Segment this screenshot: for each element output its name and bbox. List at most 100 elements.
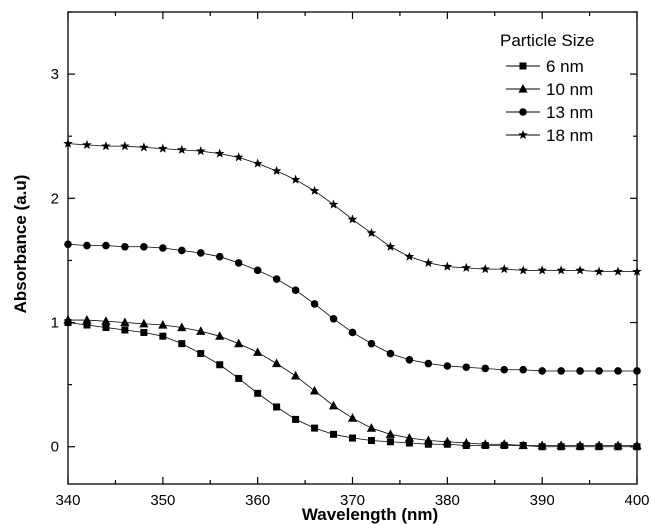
data-point <box>519 365 527 374</box>
data-point <box>329 315 338 323</box>
data-point <box>499 264 509 274</box>
data-point <box>367 437 375 445</box>
series-line <box>67 243 637 372</box>
data-point <box>424 440 432 448</box>
series-13-nm <box>64 240 641 375</box>
data-point <box>328 400 339 410</box>
data-point <box>443 362 452 370</box>
data-point <box>214 148 225 158</box>
data-point <box>480 264 491 274</box>
series-6-nm <box>64 319 641 451</box>
data-point <box>349 434 356 442</box>
data-point <box>139 142 149 152</box>
data-point <box>461 438 471 447</box>
series-18-nm <box>63 138 642 276</box>
data-point <box>82 315 92 324</box>
data-point <box>235 374 243 382</box>
data-point <box>366 423 377 432</box>
data-point <box>613 440 623 450</box>
data-point <box>102 323 110 331</box>
data-point <box>159 332 167 340</box>
data-point <box>197 350 205 358</box>
data-point <box>481 364 490 373</box>
data-point <box>613 266 623 276</box>
data-point <box>120 317 130 327</box>
data-point <box>405 439 413 447</box>
data-point <box>272 275 281 283</box>
legend-label: 10 nm <box>546 80 593 99</box>
data-point <box>83 321 91 329</box>
data-point <box>385 241 396 251</box>
data-point <box>594 440 604 450</box>
data-point <box>347 214 358 224</box>
data-point <box>442 436 452 446</box>
x-tick-label: 340 <box>55 492 80 509</box>
data-point <box>290 174 301 184</box>
data-point <box>423 435 433 445</box>
data-point <box>291 370 301 380</box>
data-point <box>272 358 282 368</box>
data-point <box>311 424 319 432</box>
legend-label: 6 nm <box>546 57 584 76</box>
data-point <box>83 241 91 250</box>
data-point <box>386 349 395 358</box>
data-point <box>252 158 263 168</box>
data-point <box>101 316 111 325</box>
data-point <box>178 246 186 255</box>
data-point <box>480 439 490 448</box>
series-line <box>67 322 637 448</box>
data-point <box>253 347 263 356</box>
series-10-nm <box>63 315 642 450</box>
data-point <box>576 367 584 375</box>
data-point <box>158 320 168 329</box>
data-point <box>309 185 320 195</box>
data-point <box>385 429 396 438</box>
legend-marker <box>518 84 528 93</box>
data-point <box>140 242 148 251</box>
data-point <box>423 257 434 267</box>
data-point <box>424 359 433 368</box>
legend-marker <box>519 62 527 70</box>
data-point <box>159 244 167 252</box>
x-tick-label: 380 <box>435 492 460 509</box>
data-point <box>292 415 300 423</box>
data-point <box>140 328 148 336</box>
x-tick-label: 370 <box>340 492 365 509</box>
data-point <box>310 300 319 308</box>
data-point <box>518 440 528 450</box>
data-point <box>595 367 603 375</box>
data-point <box>234 259 243 267</box>
data-point <box>177 322 187 332</box>
data-point <box>121 242 129 251</box>
data-point <box>291 286 300 295</box>
data-point <box>614 367 622 375</box>
legend-title: Particle Size <box>500 31 594 50</box>
data-point <box>500 365 509 374</box>
data-point <box>177 144 187 154</box>
data-point <box>518 265 528 275</box>
data-point <box>404 251 415 261</box>
legend-label: 18 nm <box>546 126 593 145</box>
legend-label: 13 nm <box>546 103 593 122</box>
data-point <box>404 433 414 442</box>
data-point <box>196 249 205 257</box>
data-point <box>557 367 565 375</box>
data-point <box>575 440 585 450</box>
data-point <box>405 355 414 364</box>
data-point <box>215 252 224 261</box>
data-point <box>102 241 110 250</box>
data-point <box>442 261 453 271</box>
data-point <box>462 363 471 372</box>
x-tick-label: 400 <box>624 492 649 509</box>
data-point <box>101 141 111 151</box>
plot-area <box>63 138 642 451</box>
data-point <box>348 328 357 337</box>
data-point <box>233 152 244 162</box>
x-tick-label: 390 <box>530 492 555 509</box>
data-point <box>273 403 281 411</box>
data-point <box>556 440 566 450</box>
data-point <box>330 430 338 438</box>
data-point <box>120 141 130 151</box>
data-point <box>254 389 262 397</box>
